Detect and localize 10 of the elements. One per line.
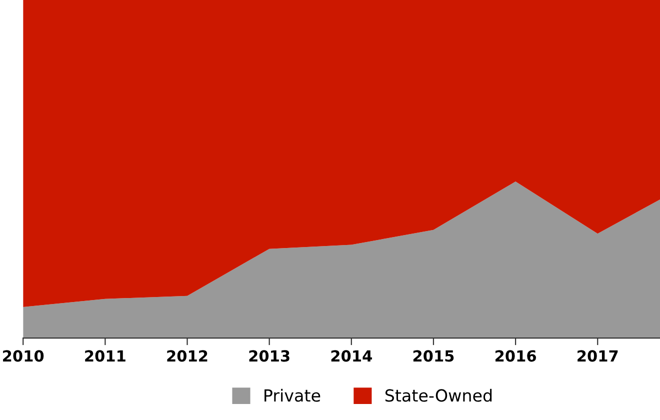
legend-label: Private bbox=[264, 388, 320, 402]
x-tick-label: 2012 bbox=[167, 350, 208, 362]
x-tick-label: 2015 bbox=[413, 350, 454, 362]
legend-label: State-Owned bbox=[385, 388, 492, 402]
x-tick-label: 2014 bbox=[331, 350, 372, 362]
x-tick-label: 2011 bbox=[85, 350, 126, 362]
x-tick-label: 2017 bbox=[578, 350, 618, 362]
x-tick-label: 2013 bbox=[249, 350, 290, 362]
x-tick-label: 2010 bbox=[3, 350, 44, 362]
x-tick-label: 2016 bbox=[495, 350, 536, 362]
